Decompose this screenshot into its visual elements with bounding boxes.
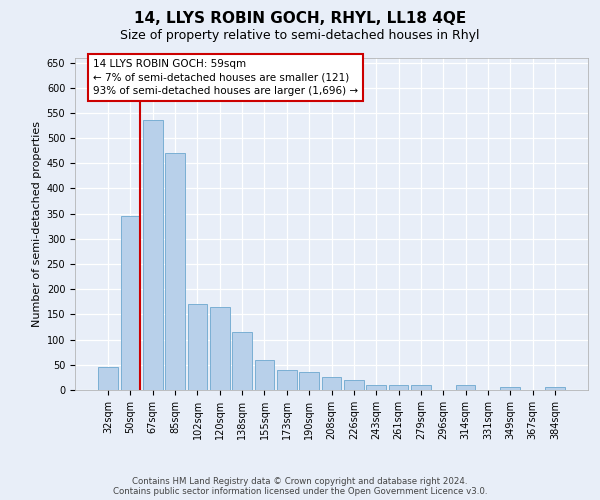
Bar — [545, 388, 565, 390]
Bar — [344, 380, 364, 390]
Bar — [232, 332, 252, 390]
Bar — [500, 388, 520, 390]
Bar — [389, 385, 409, 390]
Bar — [411, 385, 431, 390]
Bar — [143, 120, 163, 390]
Bar — [98, 368, 118, 390]
Text: Contains HM Land Registry data © Crown copyright and database right 2024.: Contains HM Land Registry data © Crown c… — [132, 478, 468, 486]
Bar — [277, 370, 296, 390]
Bar — [455, 385, 475, 390]
Text: Contains public sector information licensed under the Open Government Licence v3: Contains public sector information licen… — [113, 487, 487, 496]
Text: 14, LLYS ROBIN GOCH, RHYL, LL18 4QE: 14, LLYS ROBIN GOCH, RHYL, LL18 4QE — [134, 11, 466, 26]
Bar — [121, 216, 140, 390]
Bar — [166, 153, 185, 390]
Text: 14 LLYS ROBIN GOCH: 59sqm
← 7% of semi-detached houses are smaller (121)
93% of : 14 LLYS ROBIN GOCH: 59sqm ← 7% of semi-d… — [93, 59, 358, 96]
Bar — [210, 307, 230, 390]
Y-axis label: Number of semi-detached properties: Number of semi-detached properties — [32, 120, 43, 327]
Bar — [322, 378, 341, 390]
Bar — [299, 372, 319, 390]
Bar — [254, 360, 274, 390]
Bar — [188, 304, 208, 390]
Text: Size of property relative to semi-detached houses in Rhyl: Size of property relative to semi-detach… — [120, 28, 480, 42]
Bar — [367, 385, 386, 390]
